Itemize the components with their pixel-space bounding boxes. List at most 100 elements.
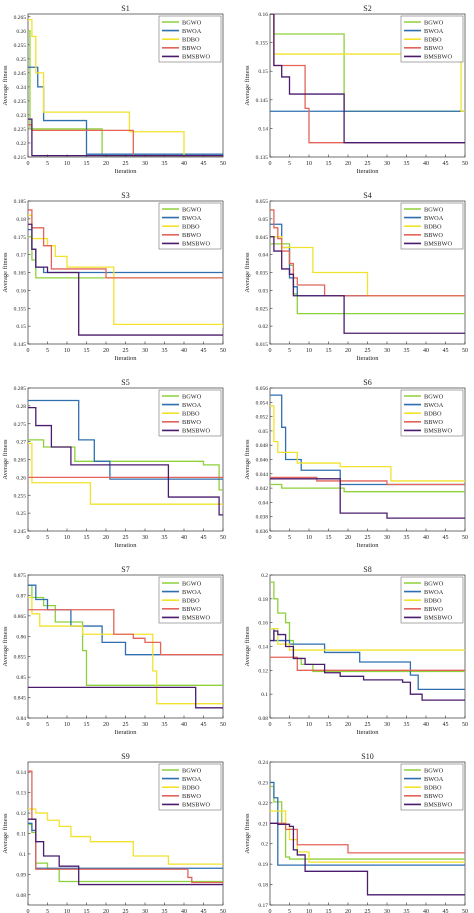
x-tick-label: 45 (201, 722, 207, 728)
x-tick-label: 0 (27, 909, 30, 913)
y-tick-label: 0.265 (14, 15, 27, 21)
series-line-bmsbwo (270, 236, 465, 334)
legend-label: BDBO (424, 411, 442, 418)
y-axis-label: Average fitness (244, 439, 251, 480)
x-tick-label: 20 (103, 535, 109, 541)
x-tick-label: 10 (306, 535, 312, 541)
x-tick-label: 50 (462, 161, 468, 167)
series-line-bdbo (28, 808, 223, 865)
legend-label: BGWO (182, 580, 202, 587)
y-tick-label: 0.11 (17, 832, 27, 838)
x-tick-label: 15 (326, 722, 332, 728)
x-tick-label: 25 (365, 161, 371, 167)
series-group (270, 581, 465, 701)
series-group (270, 209, 465, 334)
y-tick-label: 0.275 (14, 422, 27, 428)
x-tick-label: 45 (443, 909, 449, 913)
x-tick-label: 5 (288, 161, 291, 167)
legend-label: BWOA (424, 28, 444, 35)
y-tick-label: 0.84 (16, 716, 26, 722)
x-tick-label: 35 (404, 535, 410, 541)
series-line-bwoa (270, 627, 465, 691)
legend-label: BDBO (424, 785, 442, 792)
x-tick-label: 50 (462, 348, 468, 354)
y-tick-label: 0.16 (16, 288, 26, 294)
legend-label: BGWO (424, 580, 444, 587)
y-tick-label: 0.245 (14, 71, 27, 77)
y-tick-label: 0.25 (16, 57, 26, 63)
x-tick-label: 30 (384, 348, 390, 354)
legend-label: BWOA (424, 402, 444, 409)
series-group (28, 209, 223, 336)
x-tick-label: 5 (46, 161, 49, 167)
x-tick-label: 35 (162, 909, 168, 913)
x-tick-label: 45 (201, 535, 207, 541)
y-tick-label: 0.845 (14, 696, 27, 702)
x-tick-label: 40 (181, 348, 187, 354)
series-line-bbwo (270, 656, 465, 671)
series-line-bdbo (28, 596, 223, 705)
series-group (28, 18, 223, 157)
series-line-bmsbwo (28, 118, 223, 157)
legend-label: BBWO (182, 232, 201, 239)
legend-label: BMSBWO (182, 615, 210, 622)
x-tick-label: 0 (269, 161, 272, 167)
x-tick-label: 20 (103, 348, 109, 354)
legend-label: BMSBWO (424, 802, 452, 809)
y-tick-label: 0.86 (16, 634, 26, 640)
legend-label: BWOA (182, 28, 202, 35)
x-tick-label: 40 (181, 909, 187, 913)
y-tick-label: 0.08 (258, 716, 268, 722)
chart-title: S9 (121, 752, 129, 761)
x-tick-label: 50 (462, 909, 468, 913)
y-tick-label: 0.87 (16, 593, 26, 599)
x-tick-label: 25 (123, 348, 129, 354)
y-tick-label: 0.055 (256, 199, 269, 205)
series-line-bdbo (270, 627, 465, 651)
x-axis-label: Iteration (356, 355, 379, 362)
series-line-bdbo (270, 810, 465, 863)
legend-label: BBWO (182, 606, 201, 613)
x-tick-label: 20 (345, 722, 351, 728)
series-line-bwoa (28, 584, 223, 656)
legend-label: BGWO (424, 393, 444, 400)
y-tick-label: 0.265 (14, 458, 27, 464)
series-line-bmsbwo (28, 407, 223, 516)
y-tick-label: 0.03 (258, 288, 268, 294)
x-tick-label: 35 (404, 161, 410, 167)
x-tick-label: 10 (64, 161, 70, 167)
y-tick-label: 0.046 (256, 458, 269, 464)
legend-label: BMSBWO (424, 428, 452, 435)
y-axis-label: Average fitness (2, 252, 9, 293)
y-axis-label: Average fitness (244, 252, 251, 293)
y-tick-label: 0.22 (258, 801, 268, 807)
y-axis-label: Average fitness (2, 65, 9, 106)
legend-label: BWOA (182, 215, 202, 222)
x-tick-label: 30 (142, 535, 148, 541)
y-tick-label: 0.235 (14, 99, 27, 105)
series-line-bgwo (28, 823, 223, 883)
x-tick-label: 0 (27, 535, 30, 541)
series-line-bgwo (28, 584, 223, 686)
chart-title: S5 (121, 378, 129, 387)
chart-s7: S7 0 5 10 15 20 25 30 35 40 45 50 0.84 0.845 0.85 0.855… (2, 565, 226, 736)
y-axis-label: Average fitness (2, 439, 9, 480)
chart-s4: S4 0 5 10 15 20 25 30 35 40 45 50 0.015 0.02 0.025 0.03… (244, 191, 468, 362)
chart-s8: S8 0 5 10 15 20 25 30 35 40 45 50 0.08 0.1 0.12 0.14 0.1… (244, 565, 468, 736)
y-axis-label: Average fitness (244, 626, 251, 667)
y-tick-label: 0.1 (19, 852, 26, 858)
series-line-bwoa (28, 399, 223, 480)
x-tick-label: 40 (181, 161, 187, 167)
series-line-bbwo (270, 209, 465, 297)
y-axis-label: Average fitness (2, 626, 9, 667)
y-tick-label: 0.12 (258, 668, 268, 674)
x-tick-label: 25 (123, 909, 129, 913)
x-tick-label: 0 (269, 535, 272, 541)
series-line-bdbo (270, 14, 465, 112)
y-tick-label: 0.04 (258, 500, 268, 506)
y-tick-label: 0.18 (258, 597, 268, 603)
